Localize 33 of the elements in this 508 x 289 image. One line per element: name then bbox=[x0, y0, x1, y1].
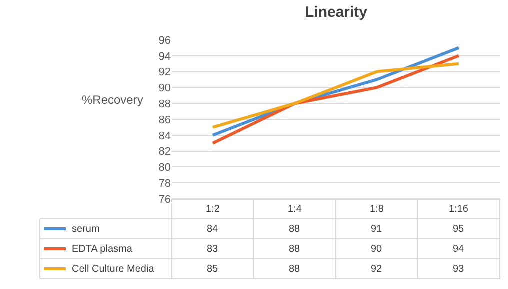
chart-title: Linearity bbox=[305, 4, 368, 21]
legend-label: serum bbox=[72, 224, 100, 235]
y-tick-label: 92 bbox=[158, 66, 171, 79]
y-tick-label: 76 bbox=[158, 194, 171, 206]
y-tick-label: 80 bbox=[158, 162, 171, 174]
x-tick-label: 1:16 bbox=[449, 204, 469, 215]
x-tick-label: 1:2 bbox=[206, 204, 220, 215]
y-tick-label: 94 bbox=[158, 50, 171, 63]
data-label: 92 bbox=[371, 264, 383, 275]
data-label: 95 bbox=[453, 224, 465, 235]
y-tick-label: 84 bbox=[158, 130, 171, 142]
x-tick-label: 1:8 bbox=[370, 204, 384, 215]
legend-label: Cell Culture Media bbox=[72, 264, 155, 275]
y-tick-label: 82 bbox=[158, 146, 171, 158]
data-label: 91 bbox=[371, 224, 383, 235]
data-label: 84 bbox=[207, 224, 219, 235]
data-label: 90 bbox=[371, 244, 383, 255]
data-label: 88 bbox=[289, 224, 301, 235]
data-label: 94 bbox=[453, 244, 465, 255]
line-series bbox=[212, 62, 460, 129]
x-tick-label: 1:4 bbox=[288, 204, 302, 215]
data-label: 93 bbox=[453, 264, 465, 275]
data-label: 88 bbox=[289, 264, 301, 275]
data-label: 88 bbox=[289, 244, 301, 255]
y-tick-label: 78 bbox=[158, 178, 171, 190]
data-label: 83 bbox=[207, 244, 219, 255]
y-axis-title: %Recovery bbox=[82, 93, 144, 107]
y-tick-label: 96 bbox=[158, 34, 171, 47]
y-tick-label: 88 bbox=[158, 98, 171, 110]
y-tick-label: 90 bbox=[158, 82, 171, 95]
legend-label: EDTA plasma bbox=[72, 244, 133, 255]
y-tick-label: 86 bbox=[158, 114, 171, 126]
data-label: 85 bbox=[207, 264, 219, 275]
